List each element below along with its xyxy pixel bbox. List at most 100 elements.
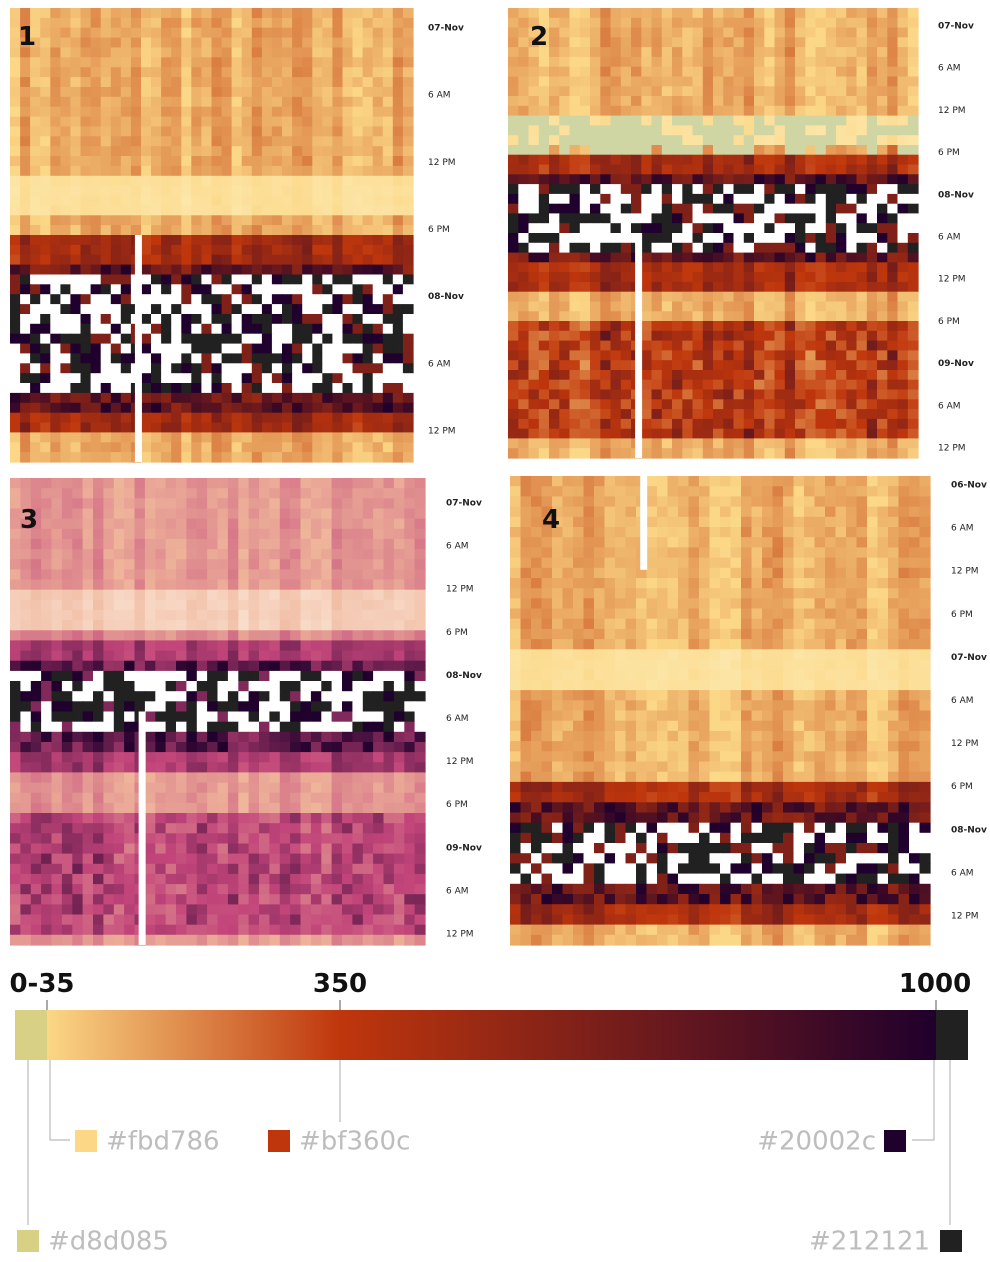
heatmap-cell — [60, 96, 72, 108]
heatmap-cell — [836, 311, 847, 322]
heatmap-cell — [261, 383, 273, 394]
heatmap-cell — [201, 383, 213, 394]
heatmap-cell — [80, 442, 92, 453]
heatmap-cell — [165, 610, 177, 621]
heatmap-cell — [20, 731, 32, 743]
heatmap-cell — [10, 731, 21, 743]
heatmap-cell — [207, 670, 219, 682]
heatmap-cell — [231, 294, 243, 305]
heatmap-cell — [90, 363, 102, 374]
heatmap-cell — [382, 432, 394, 443]
heatmap-cell — [518, 281, 530, 293]
heatmap-cell — [836, 399, 847, 410]
heatmap-cell — [10, 96, 21, 108]
heatmap-cell — [392, 264, 404, 276]
heatmap-cell — [302, 136, 313, 147]
heatmap-cell — [352, 498, 364, 510]
heatmap-cell — [393, 478, 405, 489]
heatmap-cell — [110, 165, 122, 177]
heatmap-cell — [312, 156, 323, 167]
heatmap-cell — [241, 353, 253, 364]
heatmap-cell — [508, 428, 519, 440]
heatmap-cell — [302, 17, 313, 29]
heatmap-cell — [743, 66, 755, 78]
heatmap-cell — [414, 762, 426, 774]
heatmap-cell — [661, 135, 673, 146]
heatmap-cell — [100, 106, 112, 118]
heatmap-cell — [402, 304, 414, 315]
heatmap-cell — [70, 323, 82, 335]
heatmap-cell — [702, 96, 714, 107]
heatmap-cell — [110, 314, 122, 325]
heatmap-cell — [10, 175, 21, 187]
heatmap-cell — [672, 448, 683, 459]
heatmap-cell — [795, 174, 806, 185]
heatmap-cell — [144, 488, 156, 499]
heatmap-cell — [40, 264, 51, 276]
heatmap-cell — [41, 650, 53, 662]
heatmap-cell — [30, 772, 42, 784]
heatmap-cell — [764, 76, 776, 87]
heatmap-cell — [887, 47, 899, 58]
heatmap-cell — [261, 47, 273, 58]
heatmap-cell — [238, 569, 250, 581]
heatmap-cell — [269, 610, 281, 621]
heatmap-cell — [292, 353, 303, 364]
heatmap-cell — [877, 125, 888, 136]
heatmap-cell — [610, 262, 622, 273]
heatmap-cell — [897, 389, 909, 400]
heatmap-cell — [332, 442, 344, 453]
heatmap-cell — [590, 233, 601, 244]
heatmap-cell — [877, 115, 888, 126]
heatmap-cell — [171, 17, 182, 29]
heatmap-cell — [50, 126, 61, 137]
heatmap-cell — [600, 389, 612, 400]
heatmap-cell — [372, 353, 384, 364]
heatmap-cell — [93, 478, 104, 489]
heatmap-cell — [196, 792, 208, 804]
heatmap-cell — [610, 233, 622, 244]
heatmap-cell — [261, 323, 273, 335]
heatmap-cell — [161, 363, 172, 374]
heatmap-cell — [130, 205, 142, 216]
heatmap-cell — [362, 650, 374, 662]
heatmap-cell — [191, 96, 202, 108]
heatmap-cell — [866, 370, 878, 381]
heatmap-cell — [51, 610, 63, 621]
heatmap-cell — [10, 772, 21, 784]
heatmap-cell — [201, 17, 213, 29]
heatmap-cell — [171, 373, 182, 384]
time-label: 07-Nov — [428, 24, 464, 34]
heatmap-cell — [30, 323, 41, 335]
heatmap-cell — [238, 731, 250, 743]
heatmap-cell — [392, 57, 404, 68]
heatmap-cell — [292, 254, 303, 266]
heatmap-cell — [774, 105, 786, 117]
heatmap-cell — [661, 448, 673, 459]
heatmap-cell — [887, 379, 899, 391]
heatmap-cell — [82, 701, 94, 713]
heatmap-cell — [51, 498, 63, 510]
heatmap-cell — [559, 262, 571, 273]
heatmap-cell — [90, 165, 102, 177]
heatmap-cell — [836, 233, 847, 244]
heatmap-cell — [110, 235, 122, 246]
heatmap-cell — [120, 373, 132, 384]
heatmap-cell — [207, 650, 219, 662]
heatmap-cell — [352, 235, 364, 246]
heatmap-cell — [80, 96, 92, 108]
heatmap-cell — [352, 589, 364, 601]
heatmap-cell — [402, 383, 414, 394]
heatmap-cell — [764, 135, 776, 146]
time-label: 6 AM — [428, 91, 451, 101]
heatmap-cell — [10, 254, 21, 266]
heatmap-cell — [30, 528, 42, 540]
heatmap-cell — [161, 235, 172, 246]
heatmap-cell — [774, 350, 786, 361]
heatmap-cell — [846, 252, 858, 263]
heatmap-cell — [261, 264, 273, 276]
heatmap-cell — [120, 205, 132, 216]
heatmap-cell — [682, 340, 694, 351]
heatmap-cell — [251, 422, 263, 433]
heatmap-cell — [528, 438, 540, 449]
